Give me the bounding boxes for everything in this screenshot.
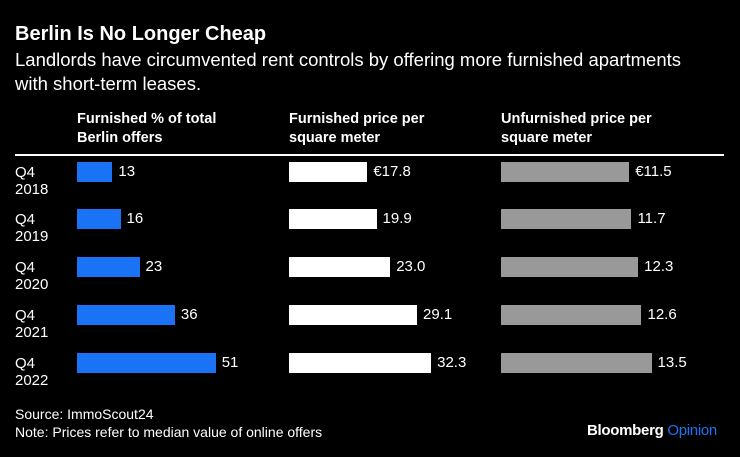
logo-product: Opinion <box>667 422 717 439</box>
data-label: 36 <box>180 306 198 323</box>
row-label: 2021 <box>15 324 49 341</box>
bar <box>77 209 121 229</box>
bloomberg-opinion-logo: Bloomberg Opinion <box>587 422 717 439</box>
bar <box>289 305 418 325</box>
column-header: Berlin offers <box>77 130 163 146</box>
bar <box>289 209 377 229</box>
bar <box>77 305 175 325</box>
bar <box>501 162 630 182</box>
column-header: square meter <box>289 130 381 146</box>
bar <box>501 305 642 325</box>
source-text: Source: ImmoScout24 <box>15 406 154 422</box>
column-header: square meter <box>501 130 593 146</box>
bar <box>289 162 368 182</box>
bar <box>501 257 639 277</box>
chart-title: Berlin Is No Longer Cheap <box>15 23 267 45</box>
column-header: Furnished price per <box>289 111 425 127</box>
data-label: 12.3 <box>644 258 674 275</box>
row-label: 2019 <box>15 228 49 245</box>
data-label: 29.1 <box>423 306 453 323</box>
bar <box>289 353 432 373</box>
data-label: 13.5 <box>657 354 687 371</box>
row-label: Q4 <box>15 307 36 324</box>
header-rule <box>15 154 724 156</box>
data-label: €17.8 <box>373 163 411 180</box>
logo-brand: Bloomberg <box>587 422 664 439</box>
data-label: 51 <box>221 354 239 371</box>
bar <box>77 353 216 373</box>
data-label: 32.3 <box>437 354 467 371</box>
row-label: Q4 <box>15 259 36 276</box>
data-label: 12.6 <box>647 306 677 323</box>
row-label: Q4 <box>15 164 36 181</box>
data-label: 23 <box>145 258 163 275</box>
bar <box>289 257 391 277</box>
bar <box>77 257 140 277</box>
column-header: Furnished % of total <box>77 111 217 127</box>
bar <box>501 209 632 229</box>
data-label: 16 <box>126 210 144 227</box>
row-label: 2022 <box>15 372 49 389</box>
data-label: 19.9 <box>382 210 412 227</box>
data-label: 13 <box>118 163 136 180</box>
footer: Source: ImmoScout24 Note: Prices refer t… <box>15 405 322 441</box>
row-label: Q4 <box>15 355 36 372</box>
data-label: €11.5 <box>635 163 672 180</box>
row-label: Q4 <box>15 211 36 228</box>
column-header: Unfurnished price per <box>501 111 652 127</box>
bar <box>77 162 113 182</box>
data-label: 23.0 <box>396 258 426 275</box>
row-label: 2018 <box>15 181 49 198</box>
data-label: 11.7 <box>637 210 666 227</box>
bar <box>501 353 652 373</box>
note-text: Note: Prices refer to median value of on… <box>15 424 323 440</box>
row-label: 2020 <box>15 276 49 293</box>
chart-subtitle: Landlords have circumvented rent control… <box>15 49 682 94</box>
